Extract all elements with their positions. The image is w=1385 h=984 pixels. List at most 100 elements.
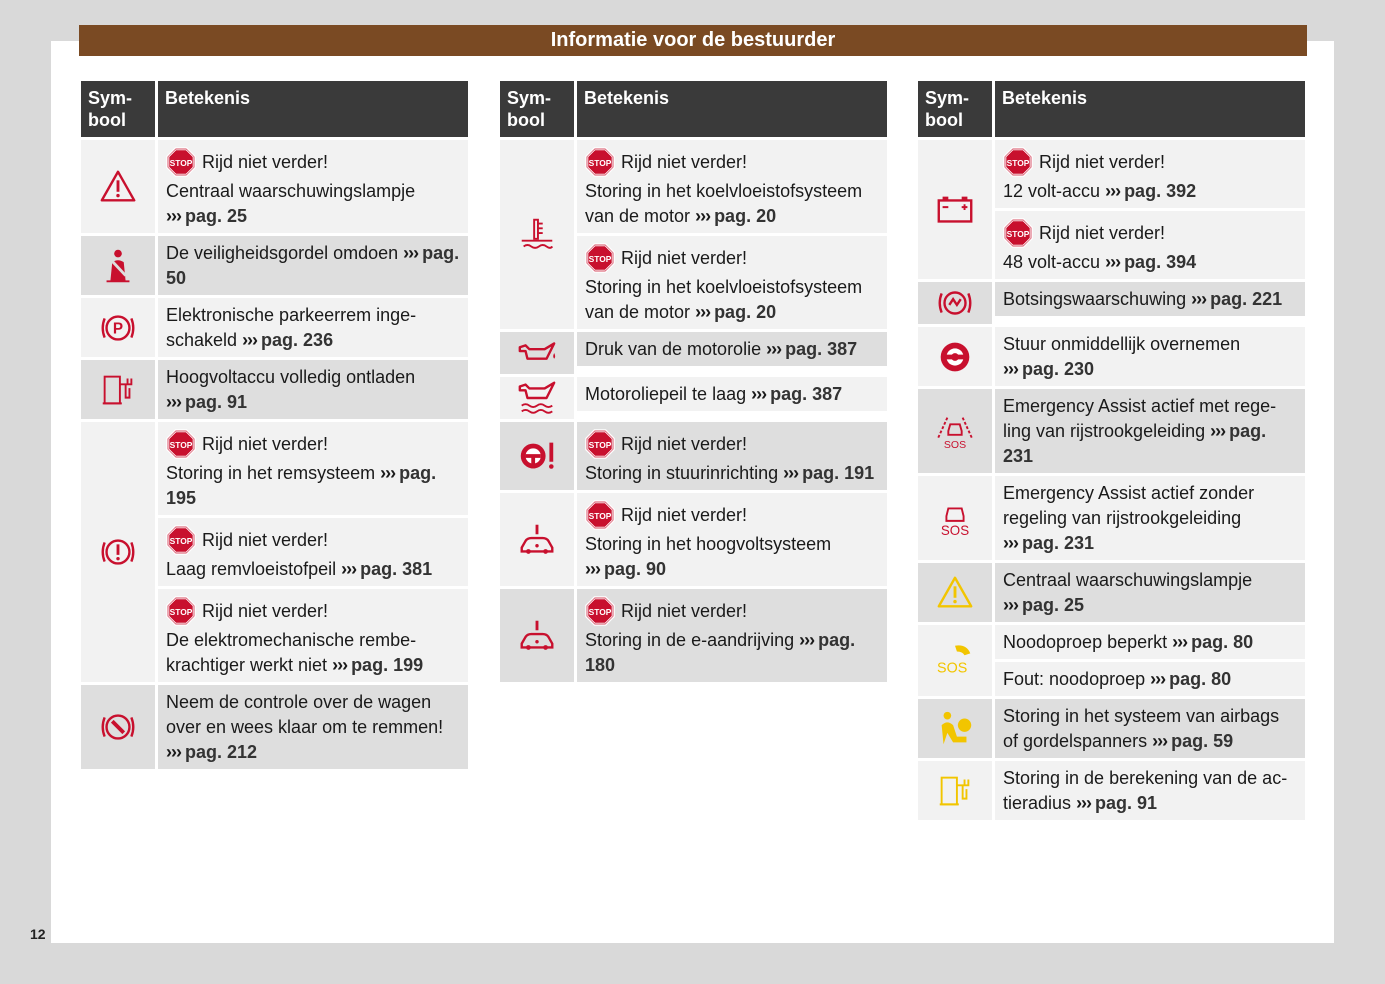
meaning-cell: STOP Rijd niet verder! Storing in stuurinr…	[577, 422, 887, 490]
page-reference-link[interactable]: pag. 236	[261, 330, 334, 350]
stop-text: Rijd niet verder!	[621, 433, 748, 454]
meaning-text: De elektromechanische rembe-krachtiger w…	[166, 630, 417, 675]
stop-sign-icon: STOP	[166, 596, 196, 626]
chevron-icon: ›››	[166, 392, 182, 412]
chevron-icon: ›››	[1003, 595, 1019, 615]
svg-text:STOP: STOP	[1007, 158, 1030, 168]
page-reference-link[interactable]: pag. 231	[1021, 533, 1095, 553]
symbol-cell: SOS	[918, 389, 992, 473]
page-reference-link[interactable]: pag. 180	[585, 630, 856, 675]
meaning-text: 12 volt-accu	[1003, 181, 1101, 201]
chevron-icon: ›››	[1105, 181, 1121, 201]
meaning-text: Storing in de berekening van de ac-tiera…	[1003, 768, 1288, 813]
page-reference-link[interactable]: pag. 90	[603, 559, 667, 579]
table-row: SOS Emergency Assist actief zonder regel…	[918, 476, 1305, 560]
meaning-cell: Hoogvoltaccu volledig ontladen ››› pag. 9…	[158, 360, 468, 419]
page-reference-link[interactable]: pag. 394	[1124, 252, 1197, 272]
page-reference-link[interactable]: pag. 387	[785, 339, 858, 359]
table-header: Sym- bool Betekenis	[918, 81, 1305, 137]
page-reference-link[interactable]: pag. 25	[184, 206, 248, 226]
meaning-text: Druk van de motorolie	[585, 339, 762, 359]
page-reference-link[interactable]: pag. 387	[770, 384, 843, 404]
stop-sign-icon: STOP	[585, 147, 615, 177]
page-reference-link[interactable]: pag. 20	[714, 302, 777, 322]
svg-text:P: P	[113, 320, 123, 337]
sos-phone-icon: SOS	[937, 644, 971, 676]
coolant-temperature-icon	[521, 218, 554, 249]
page-reference-link[interactable]: pag. 50	[166, 243, 460, 288]
meaning-cell: STOP Rijd niet verder! Storing in het rems…	[158, 422, 468, 515]
stop-text: Rijd niet verder!	[202, 529, 329, 550]
table-row: Storing in het systeem van airbags of go…	[918, 699, 1305, 758]
header-meaning: Betekenis	[158, 81, 468, 137]
symbol-cell	[500, 377, 574, 419]
symbol-cell	[918, 699, 992, 758]
table-row: STOP Rijd niet verder! Storing in stuurinr…	[500, 422, 887, 490]
stop-line: STOP Rijd niet verder!	[166, 427, 460, 461]
svg-text:STOP: STOP	[170, 440, 193, 450]
symbol-cell	[500, 332, 574, 374]
chevron-icon: ›››	[1191, 289, 1207, 309]
meaning-cell: STOP Rijd niet verder! Storing in de e-aan…	[577, 589, 887, 682]
page-reference-link[interactable]: pag. 191	[802, 463, 875, 483]
chevron-icon: ›››	[783, 463, 799, 483]
meaning-text: De veiligheidsgordel omdoen	[166, 243, 399, 263]
table-row: Druk van de motorolie ››› pag. 387	[500, 332, 887, 374]
page-reference-link[interactable]: pag. 231	[1003, 421, 1267, 466]
table-row: STOP Rijd niet verder! Storing in het rems…	[81, 422, 468, 682]
chevron-icon: ›››	[799, 630, 815, 650]
symbol-cell	[500, 422, 574, 490]
page-reference-link[interactable]: pag. 195	[166, 463, 437, 508]
table-row: Stuur onmiddellijk overnemen ››› pag. 230	[918, 327, 1305, 386]
meaning-text: Stuur onmiddellijk overnemen	[1003, 334, 1241, 354]
meaning-cell: STOP Rijd niet verder! Storing in het koel…	[577, 236, 887, 329]
page-reference-link[interactable]: pag. 80	[1191, 632, 1254, 652]
page-reference-link[interactable]: pag. 25	[1021, 595, 1085, 615]
stop-line: STOP Rijd niet verder!	[585, 145, 879, 179]
header-symbol: Sym- bool	[81, 81, 155, 137]
meaning-cell: Emergency Assist actief zonder regeling …	[995, 476, 1305, 560]
table-row: STOP Rijd niet verder! Storing in de e-aan…	[500, 589, 887, 682]
table-row: Neem de controle over de wagen over en w…	[81, 685, 468, 769]
table-column-2: Sym- bool Betekenis STOP Rijd niet verder…	[500, 81, 887, 685]
hv-battery-empty-icon	[102, 375, 133, 404]
stop-line: STOP Rijd niet verder!	[585, 241, 879, 275]
page-reference-link[interactable]: pag. 199	[351, 655, 424, 675]
meaning-text: Emergency Assist actief met rege-ling va…	[1003, 396, 1277, 441]
page-reference-link[interactable]: pag. 80	[1169, 669, 1232, 689]
page-reference-link[interactable]: pag. 381	[360, 559, 433, 579]
stop-line: STOP Rijd niet verder!	[585, 594, 879, 628]
stop-line: STOP Rijd niet verder!	[585, 498, 879, 532]
meaning-cell: Elektronische parkeerrem inge-schakeld ›…	[158, 298, 468, 357]
warning-triangle-red-icon	[100, 170, 136, 202]
oil-pressure-icon	[518, 342, 556, 360]
page-reference-link[interactable]: pag. 59	[1171, 731, 1234, 751]
stop-text: Rijd niet verder!	[621, 600, 748, 621]
header-symbol: Sym- bool	[918, 81, 992, 137]
page-reference-link[interactable]: pag. 91	[184, 392, 248, 412]
emergency-assist-lane-icon: SOS	[936, 417, 974, 451]
table-row: P Elektronische parkeerrem inge-schakeld…	[81, 298, 468, 357]
symbol-cell	[918, 327, 992, 386]
page-reference-link[interactable]: pag. 91	[1095, 793, 1158, 813]
oil-level-icon	[518, 381, 556, 414]
stop-line: STOP Rijd niet verder!	[166, 523, 460, 557]
page-reference-link[interactable]: pag. 221	[1210, 289, 1283, 309]
meaning-text: Storing in het remsysteem	[166, 463, 376, 483]
page-reference-link[interactable]: pag. 212	[184, 742, 258, 762]
chevron-icon: ›››	[1076, 793, 1092, 813]
emergency-assist-icon: SOS	[941, 507, 969, 538]
page-reference-link[interactable]: pag. 20	[714, 206, 777, 226]
meaning-text: Centraal waarschuwingslampje	[166, 181, 416, 201]
chevron-icon: ›››	[166, 742, 182, 762]
meaning-cell: Neem de controle over de wagen over en w…	[158, 685, 468, 769]
page-reference-link[interactable]: pag. 392	[1124, 181, 1197, 201]
stop-sign-icon: STOP	[585, 429, 615, 459]
stop-text: Rijd niet verder!	[621, 504, 748, 525]
stop-line: STOP Rijd niet verder!	[166, 594, 460, 628]
table-row: Storing in de berekening van de ac-tiera…	[918, 761, 1305, 820]
meaning-cell: STOP Rijd niet verder! Storing in het koel…	[577, 140, 887, 233]
page-reference-link[interactable]: pag. 230	[1021, 359, 1095, 379]
meaning-cell: De veiligheidsgordel omdoen ››› pag. 50	[158, 236, 468, 295]
meaning-text: Hoogvoltaccu volledig ontladen	[166, 367, 416, 387]
